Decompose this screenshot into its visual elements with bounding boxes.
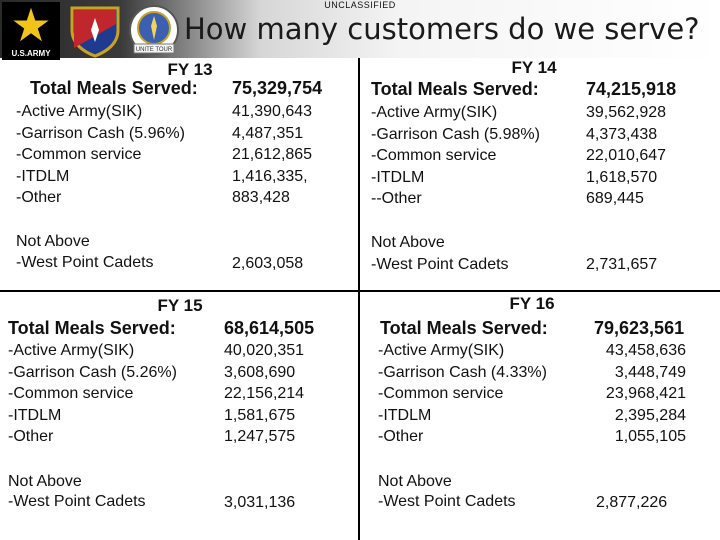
list-item: -Garrison Cash (5.96%) [16,124,185,142]
value-cell: 883,428 [232,189,290,206]
list-item: -Garrison Cash (5.98%) [371,125,540,143]
value-cell: 1,581,675 [224,406,296,424]
classification-banner: UNCLASSIFIED [324,0,396,10]
fy13-cadets-value: 2,603,058 [232,255,304,272]
fy15-values: 40,020,351 3,608,690 22,156,214 1,581,67… [224,340,304,448]
fy16-items: -Active Army(SIK) -Garrison Cash (4.33%)… [378,340,547,448]
list-item: -Active Army(SIK) [378,342,505,359]
header-bar [0,0,720,58]
value-cell: 1,416,335, [232,167,308,185]
seal-text: UNITE TOUR [136,47,173,53]
fy13-not-above: Not Above [16,233,90,250]
list-item: -Other [8,428,54,445]
value-cell: 41,390,643 [232,103,313,120]
unit-shield-logo [70,6,120,58]
fy16-not-above: Not Above [378,473,452,490]
value-cell: 39,562,928 [586,104,667,121]
fy14-not-above: Not Above [371,234,445,251]
value-cell: 1,055,105 [614,428,686,445]
fy13-total-value: 75,329,754 [232,78,323,98]
fy14-cadets-label: -West Point Cadets [371,256,509,273]
fy14-label: FY 14 [511,58,557,77]
value-cell: 23,968,421 [605,385,686,402]
fy13-values: 41,390,643 4,487,351 21,612,865 1,416,33… [232,101,312,209]
horizontal-divider [0,290,720,292]
list-item: -Other [378,428,424,445]
fy14-total-value: 74,215,918 [586,79,677,99]
fy16-total-value: 79,623,561 [594,318,685,338]
fy15-total-label: Total Meals Served: [8,318,176,338]
list-item: --Other [371,190,422,207]
fy14-total-label: Total Meals Served: [371,79,539,99]
fy16-total-label: Total Meals Served: [380,318,548,338]
army-logo-text: U.S.ARMY [11,49,51,58]
army-star-icon: ★ [10,0,52,51]
fy14-cadets-value: 2,731,657 [586,256,658,273]
fy16-label: FY 16 [509,294,555,313]
army-logo: ★ U.S.ARMY [2,2,60,60]
fy13-total-label: Total Meals Served: [30,78,198,98]
value-cell: 1,247,575 [224,428,296,445]
fy13-label: FY 13 [167,60,213,79]
list-item: -ITDLM [371,168,425,186]
value-cell: 22,010,647 [586,147,667,164]
value-cell: 43,458,636 [605,342,686,359]
fy13-cadets-label: -West Point Cadets [16,254,154,271]
fy16-cadets-value: 2,877,226 [596,494,668,511]
fy15-not-above: Not Above [8,473,82,490]
fy16-cadets-label: -West Point Cadets [378,493,516,510]
fy15-cadets-value: 3,031,136 [224,494,296,511]
value-cell: 4,373,438 [586,125,658,143]
list-item: -Garrison Cash (4.33%) [378,363,547,381]
list-item: -Active Army(SIK) [371,104,498,121]
list-item: -Garrison Cash (5.26%) [8,363,177,381]
value-cell: 3,608,690 [224,363,296,381]
list-item: -Other [16,189,62,206]
fy15-cadets-label: -West Point Cadets [8,493,146,510]
list-item: -ITDLM [16,167,70,185]
value-cell: 3,448,749 [614,363,686,381]
fy15-label: FY 15 [157,296,203,315]
list-item: -Active Army(SIK) [8,342,135,359]
fy14-values: 39,562,928 4,373,438 22,010,647 1,618,57… [586,102,666,210]
fy14-items: -Active Army(SIK) -Garrison Cash (5.98%)… [371,102,540,210]
fy15-total-value: 68,614,505 [224,318,315,338]
list-item: -Common service [16,146,142,163]
value-cell: 1,618,570 [586,168,658,186]
list-item: -Common service [378,385,504,402]
vertical-divider-top [358,58,360,290]
fy16-values: 43,458,636 3,448,749 23,968,421 2,395,28… [590,340,686,448]
vertical-divider-bottom [358,292,360,540]
page-title: How many customers do we serve? [184,12,700,46]
value-cell: 22,156,214 [224,385,305,402]
fy15-items: -Active Army(SIK) -Garrison Cash (5.26%)… [8,340,177,448]
fy13-items: -Active Army(SIK) -Garrison Cash (5.96%)… [16,101,185,209]
list-item: -ITDLM [8,406,62,424]
value-cell: 40,020,351 [224,342,305,359]
value-cell: 2,395,284 [614,406,686,424]
list-item: -ITDLM [378,406,432,424]
unit-seal-logo: UNITE TOUR [129,5,179,55]
list-item: -Active Army(SIK) [16,103,143,120]
value-cell: 21,612,865 [232,146,313,163]
value-cell: 689,445 [586,190,644,207]
list-item: -Common service [8,385,134,402]
value-cell: 4,487,351 [232,124,304,142]
list-item: -Common service [371,147,497,164]
